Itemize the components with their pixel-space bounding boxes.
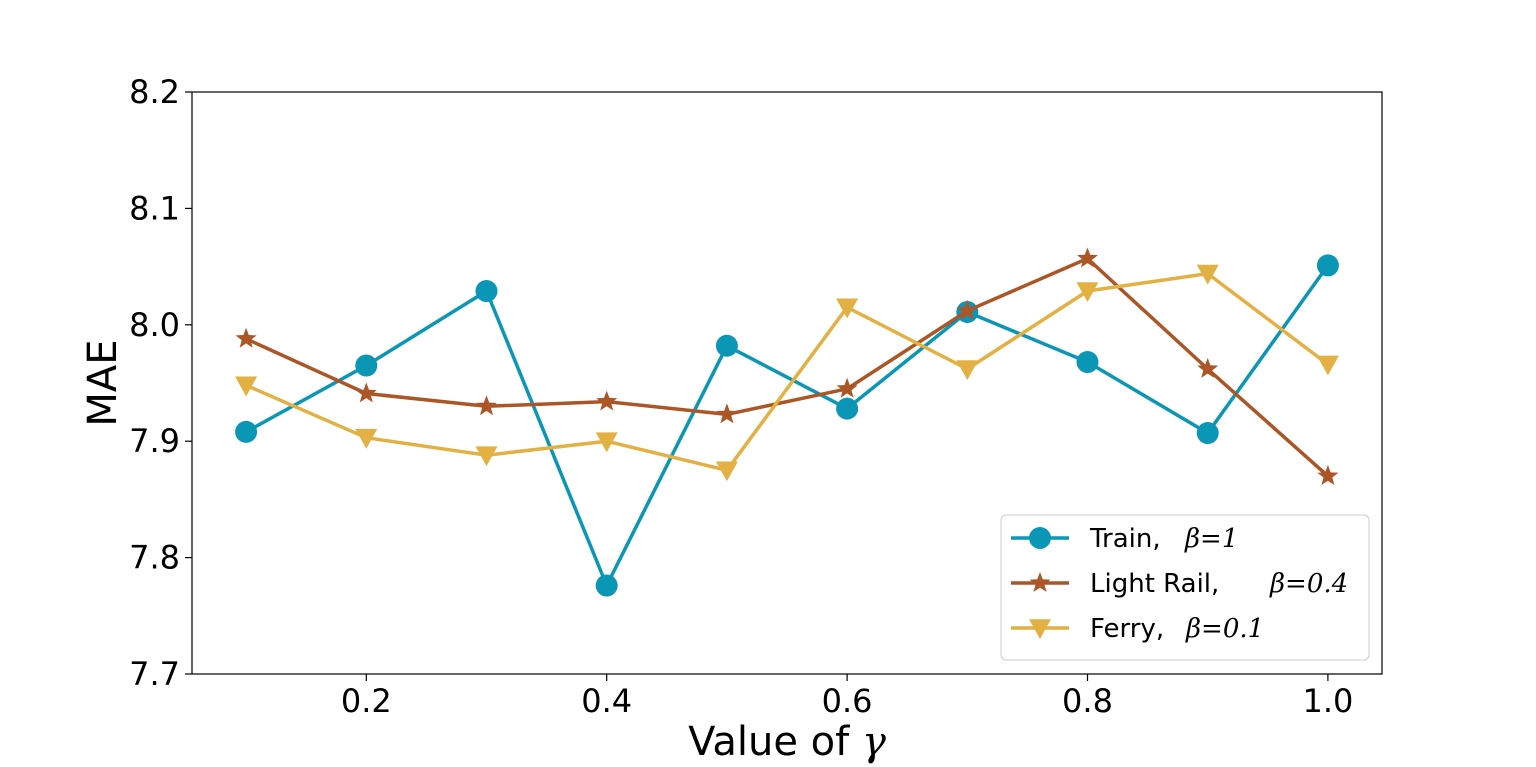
series-ferry xyxy=(235,264,1339,482)
series-line-train xyxy=(245,264,1330,588)
legend-label-ferry: Ferry, xyxy=(1090,614,1164,644)
data-point-ferry xyxy=(475,446,498,467)
data-point-ferry xyxy=(1076,282,1099,303)
legend-label-train: Train, xyxy=(1089,524,1161,554)
legend-entry-ferry: Ferry, β=0.1 xyxy=(1011,614,1264,644)
y-axis-label: MAE xyxy=(80,339,126,426)
data-point-ferry xyxy=(1316,355,1339,376)
data-point-train xyxy=(715,334,738,357)
legend-label-light-rail: Light Rail, xyxy=(1090,569,1219,599)
series-layer xyxy=(235,247,1339,597)
data-point-ferry xyxy=(956,360,979,381)
y-tick-label: 7.9 xyxy=(129,422,180,460)
data-point-ferry xyxy=(715,461,738,482)
x-tick-label: 1.0 xyxy=(1302,682,1353,720)
data-point-light-rail xyxy=(1077,247,1098,268)
data-point-light-rail xyxy=(956,299,978,320)
legend-entry-train: Train, β=1 xyxy=(1011,524,1238,554)
data-point-train xyxy=(836,397,859,420)
legend-entries: Train, β=1 Light Rail, β=0.4 Ferry, β=0.1 xyxy=(1011,524,1348,644)
plot-frame xyxy=(191,91,1383,675)
y-tick-label: 7.8 xyxy=(129,539,180,577)
series-line-light-rail xyxy=(245,256,1330,478)
data-point-train xyxy=(355,354,378,377)
x-tick-label: 0.6 xyxy=(822,682,873,720)
data-point-train xyxy=(1076,351,1099,374)
legend-marker-train xyxy=(1029,527,1051,549)
y-tick-label: 8.1 xyxy=(129,189,180,227)
legend-beta-ferry: β=0.1 xyxy=(1185,614,1264,644)
data-point-ferry xyxy=(1196,264,1219,285)
x-tick-label: 0.2 xyxy=(341,682,392,720)
data-point-train xyxy=(475,280,498,303)
legend-marker-ferry xyxy=(1029,619,1051,639)
legend-frame xyxy=(1000,514,1370,661)
legend-beta-train: β=1 xyxy=(1184,524,1238,554)
data-point-ferry xyxy=(836,298,859,319)
data-point-light-rail xyxy=(716,403,738,424)
data-point-light-rail xyxy=(355,382,377,403)
x-axis-label-prefix: Value of xyxy=(688,719,862,765)
y-tick-label: 8.2 xyxy=(129,73,180,111)
y-tick-label: 8.0 xyxy=(129,306,180,344)
series-line-ferry xyxy=(245,271,1329,473)
x-tick-label: 0.4 xyxy=(581,682,632,720)
tick-layer: 0.2 0.4 0.6 0.8 1.0 7.7 7.8 7.9 8.0 8.1 8.2 xyxy=(129,73,1353,720)
data-point-ferry xyxy=(355,428,378,449)
data-point-train xyxy=(235,420,258,443)
data-point-light-rail xyxy=(596,390,618,411)
y-tick-label: 7.7 xyxy=(129,655,180,693)
legend-marker-light-rail xyxy=(1029,572,1051,592)
gamma-symbol: γ xyxy=(862,719,886,765)
data-point-train xyxy=(595,574,618,597)
data-point-light-rail xyxy=(1197,358,1219,378)
data-point-ferry xyxy=(595,432,618,453)
data-point-light-rail xyxy=(836,377,858,398)
legend-entry-light-rail: Light Rail, β=0.4 xyxy=(1011,569,1348,599)
data-point-train xyxy=(1196,422,1219,445)
x-tick-label: 0.8 xyxy=(1062,682,1113,720)
data-point-ferry xyxy=(235,376,258,397)
data-point-light-rail xyxy=(235,327,257,348)
legend-beta-light-rail: β=0.4 xyxy=(1269,569,1348,599)
data-point-light-rail xyxy=(1317,465,1339,485)
data-point-train xyxy=(1316,254,1339,277)
data-point-light-rail xyxy=(476,395,497,416)
series-light-rail xyxy=(235,247,1339,485)
legend: Train, β=1 Light Rail, β=0.4 Ferry, β=0.1 xyxy=(1000,514,1370,661)
x-axis-label: Value of γ xyxy=(688,719,886,765)
